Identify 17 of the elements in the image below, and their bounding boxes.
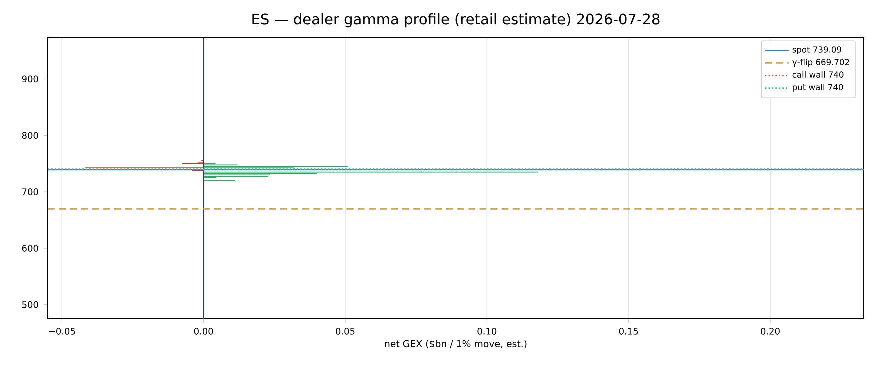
legend-label: γ-flip 669.702 (792, 58, 850, 68)
legend-label: call wall 740 (792, 72, 844, 78)
legend-label: put wall 740 (793, 84, 844, 92)
x-tick-label: 0.05 (336, 328, 355, 335)
x-tick-label: −0.05 (49, 328, 76, 335)
x-tick-label: 0.20 (761, 328, 780, 335)
y-tick-label: 800 (22, 132, 38, 140)
y-tick-label: 600 (22, 245, 38, 252)
y-tick-label: 500 (22, 302, 38, 308)
x-tick-label: 0.10 (478, 328, 497, 335)
y-tick-label: 700 (22, 188, 38, 196)
y-tick-label: 900 (22, 76, 38, 83)
x-axis-title: net GEX ($bn / 1% move, est.) (385, 340, 527, 349)
legend-label: spot 739.09 (792, 46, 842, 55)
x-tick-label: 0.15 (619, 328, 638, 335)
x-tick-label: 0.00 (194, 328, 214, 335)
chart-title: ES — dealer gamma profile (retail estimate) 2026-07-28 (252, 14, 660, 28)
